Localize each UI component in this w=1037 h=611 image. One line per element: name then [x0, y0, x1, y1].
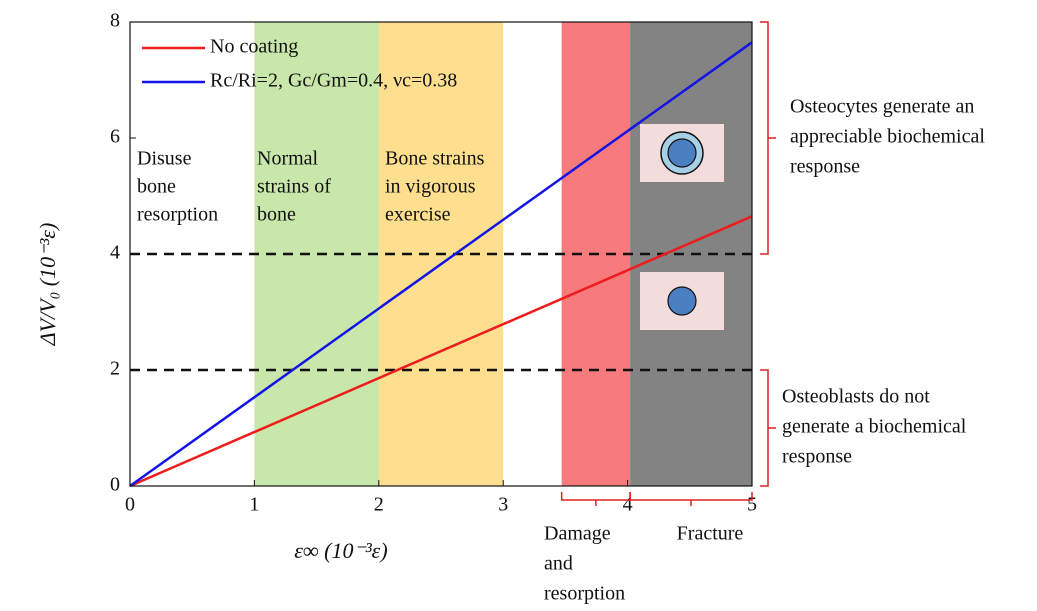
x-tick-label: 0: [125, 494, 135, 516]
region-label: Bone strains: [385, 148, 485, 170]
x-tick-label: 3: [498, 494, 508, 516]
bottom-label: Damage: [544, 523, 611, 545]
bracket: [630, 492, 752, 506]
annotation: Osteocytes generate an: [790, 96, 974, 118]
bracket: [760, 22, 776, 254]
annotation: Osteoblasts do not: [782, 386, 930, 408]
region-label: strains of: [257, 176, 331, 198]
bottom-label: resorption: [544, 583, 625, 605]
region-label: bone: [257, 204, 296, 226]
annotation: response: [790, 156, 860, 178]
region-label: Normal: [257, 148, 319, 170]
region-label: resorption: [137, 204, 218, 226]
x-tick-label: 1: [249, 494, 259, 516]
y-tick-label: 2: [110, 358, 120, 380]
y-axis-label: ΔV/V₀ (10⁻³ε): [35, 223, 60, 347]
legend-label: No coating: [210, 36, 298, 58]
cell: [668, 139, 696, 167]
x-axis-label: ε∞ (10⁻³ε): [294, 538, 387, 563]
annotation: response: [782, 446, 852, 468]
y-tick-label: 4: [110, 242, 120, 264]
bracket: [760, 370, 776, 486]
x-tick-label: 4: [623, 494, 633, 516]
y-tick-label: 8: [110, 10, 120, 32]
cell: [668, 287, 696, 315]
region-label: Disuse: [137, 148, 192, 170]
annotation: generate a biochemical: [782, 416, 967, 438]
chart: 01234502468ε∞ (10⁻³ε)ΔV/V₀ (10⁻³ε)No coa…: [0, 0, 1037, 611]
region-label: exercise: [385, 204, 451, 226]
region-label: bone: [137, 176, 176, 198]
bracket: [562, 492, 630, 506]
bottom-label: and: [544, 553, 573, 575]
bottom-label: Fracture: [677, 523, 744, 545]
y-tick-label: 0: [110, 474, 120, 496]
region-label: in vigorous: [385, 176, 476, 198]
y-tick-label: 6: [110, 126, 120, 148]
annotation: appreciable biochemical: [790, 126, 985, 148]
legend-label: Rc/Ri=2, Gc/Gm=0.4, νc=0.38: [210, 70, 457, 92]
x-tick-label: 2: [374, 494, 384, 516]
